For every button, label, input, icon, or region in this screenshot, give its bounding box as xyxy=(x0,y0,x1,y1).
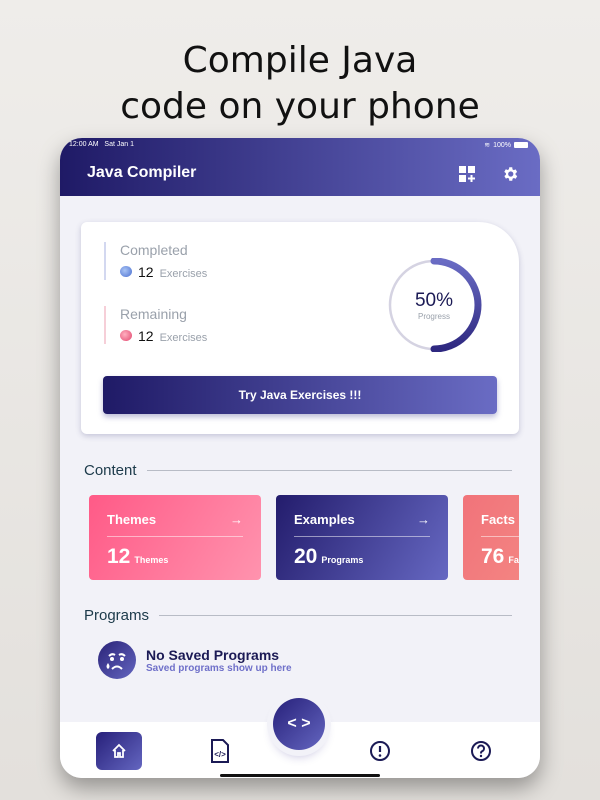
info-icon xyxy=(370,741,390,761)
tile-themes[interactable]: Themes → 12 Themes xyxy=(89,495,261,580)
compile-fab[interactable]: < > xyxy=(273,698,325,750)
home-indicator xyxy=(220,774,380,777)
remaining-icon xyxy=(120,330,132,341)
status-time: 12:00 AM Sat Jan 1 xyxy=(69,141,134,148)
help-icon xyxy=(471,741,491,761)
app-screen: 12:00 AM Sat Jan 1 ≋ 100% Java Compiler C… xyxy=(60,138,540,778)
tile-examples[interactable]: Examples → 20 Programs xyxy=(276,495,448,580)
nav-help[interactable] xyxy=(458,732,504,770)
content-section-header: Content xyxy=(84,462,512,479)
app-title: Java Compiler xyxy=(87,164,197,181)
svg-text:</>: </> xyxy=(214,750,226,759)
remaining-stat: Remaining 12 Exercises xyxy=(104,306,207,344)
try-exercises-button[interactable]: Try Java Exercises !!! xyxy=(103,376,497,414)
programs-section-header: Programs xyxy=(84,607,512,624)
sad-face-icon xyxy=(98,641,136,679)
status-right: ≋ 100% xyxy=(484,141,528,149)
progress-label: Progress xyxy=(418,312,450,321)
progress-card: Completed 12 Exercises Remaining 12 Exerci… xyxy=(81,222,519,434)
divider xyxy=(159,615,512,616)
content-tiles[interactable]: Themes → 12 Themes Examples → 20 Programs Fact… xyxy=(89,495,519,581)
headline: Compile Java code on your phone xyxy=(120,40,480,127)
progress-ring: 50% Progress xyxy=(388,258,482,352)
wifi-icon: ≋ xyxy=(484,142,491,149)
empty-programs: No Saved Programs Saved programs show up … xyxy=(98,641,292,679)
app-bar: 12:00 AM Sat Jan 1 ≋ 100% Java Compiler xyxy=(60,138,540,196)
arrow-right-icon: → xyxy=(230,512,243,527)
home-icon xyxy=(112,743,126,758)
nav-code-file[interactable]: </> xyxy=(197,732,243,770)
completed-stat: Completed 12 Exercises xyxy=(104,242,207,280)
code-file-icon: </> xyxy=(211,739,229,763)
completed-icon xyxy=(120,266,132,277)
dashboard-add-icon[interactable] xyxy=(458,165,476,183)
nav-info[interactable] xyxy=(357,732,403,770)
code-icon: < > xyxy=(287,715,311,732)
progress-value: 50% xyxy=(415,290,453,311)
nav-home[interactable] xyxy=(96,732,142,770)
progress-arc xyxy=(430,258,482,352)
tile-facts[interactable]: Facts→76Facts xyxy=(463,495,519,580)
divider xyxy=(146,470,512,471)
arrow-right-icon: → xyxy=(417,512,430,527)
battery-icon xyxy=(514,142,528,148)
gear-icon[interactable] xyxy=(501,165,519,183)
